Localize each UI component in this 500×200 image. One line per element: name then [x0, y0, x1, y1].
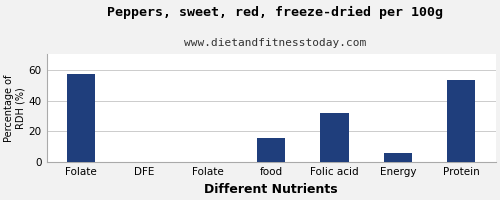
Bar: [384, 153, 412, 162]
Bar: [257, 138, 286, 162]
Text: Peppers, sweet, red, freeze-dried per 100g: Peppers, sweet, red, freeze-dried per 10…: [107, 6, 443, 19]
Y-axis label: Percentage of
RDH (%): Percentage of RDH (%): [4, 75, 26, 142]
X-axis label: Different Nutrients: Different Nutrients: [204, 183, 338, 196]
Bar: [67, 74, 96, 162]
Bar: [320, 113, 349, 162]
Bar: [447, 80, 476, 162]
Text: www.dietandfitnesstoday.com: www.dietandfitnesstoday.com: [184, 38, 366, 48]
